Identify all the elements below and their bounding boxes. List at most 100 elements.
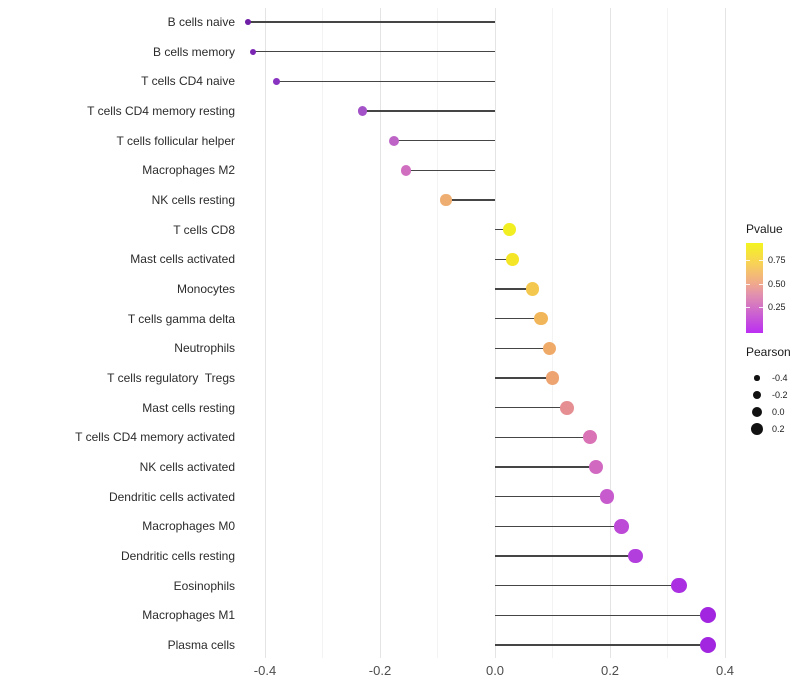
x-tick-label: 0.2 <box>600 663 620 678</box>
pearson-size-label: -0.4 <box>772 373 788 383</box>
colorbar-tick-label: 0.25 <box>768 302 786 313</box>
lollipop-dot <box>273 77 280 85</box>
lollipop-stem <box>495 406 567 409</box>
y-axis-category-label: T cells CD4 memory resting <box>87 103 235 118</box>
lollipop-dot <box>389 135 400 146</box>
lollipop-stem <box>446 199 495 201</box>
x-tick-label: 0.0 <box>485 663 505 678</box>
y-axis-category-label: T cells follicular helper <box>116 133 236 148</box>
y-axis-category-label: T cells regulatory Tregs <box>107 370 235 385</box>
y-axis-category-label: Eosinophils <box>173 578 235 593</box>
minor-gridline <box>667 8 668 658</box>
y-axis-category-label: Dendritic cells resting <box>120 548 235 563</box>
lollipop-dot <box>582 430 597 445</box>
lollipop-stem <box>495 228 510 231</box>
lollipop-stem <box>495 377 553 379</box>
lollipop-dot <box>534 312 548 326</box>
lollipop-stem <box>495 288 533 290</box>
x-tick-label: -0.2 <box>368 663 392 678</box>
lollipop-dot <box>505 252 519 266</box>
lollipop-stem <box>495 347 550 350</box>
y-axis-category-label: B cells memory <box>152 44 235 59</box>
lollipop-dot <box>599 489 615 504</box>
lollipop-stem <box>362 110 495 112</box>
x-tick-label: 0.4 <box>715 663 735 678</box>
pearson-legend-title: Pearson <box>746 345 791 359</box>
y-axis-category-label: Dendritic cells activated <box>108 489 235 504</box>
y-axis-category-label: T cells CD8 <box>173 222 235 237</box>
minor-gridline <box>437 8 438 658</box>
major-gridline <box>609 8 611 658</box>
lollipop-dot <box>244 19 251 25</box>
pearson-size-dot <box>754 375 760 381</box>
lollipop-dot <box>699 607 716 624</box>
y-axis-category-label: Monocytes <box>176 281 235 296</box>
lollipop-dot <box>400 165 412 176</box>
y-axis-category-label: Mast cells resting <box>142 400 235 415</box>
pvalue-legend-title: Pvalue <box>746 222 783 236</box>
pearson-size-dot <box>752 390 762 400</box>
y-axis-category-label: T cells CD4 naive <box>141 74 235 89</box>
colorbar-tick-label: 0.75 <box>768 255 786 266</box>
lollipop-dot <box>250 48 257 55</box>
pvalue-color-legend: Pvalue 0.75 0.50 0.25 <box>740 222 800 333</box>
y-axis-category-label: Macrophages M2 <box>142 163 235 178</box>
lollipop-stem <box>276 80 495 83</box>
colorbar-tick <box>746 260 750 262</box>
lollipop-dot <box>440 194 452 206</box>
lollipop-stem <box>495 525 622 528</box>
lollipop-stem <box>405 169 495 172</box>
y-axis-category-label: Plasma cells <box>167 637 235 652</box>
y-axis-category-label: Macrophages M0 <box>142 519 235 534</box>
y-axis-category-label: Macrophages M1 <box>142 608 235 623</box>
lollipop-stem <box>495 317 541 320</box>
lollipop-dot <box>560 400 574 415</box>
y-axis-category-label: T cells gamma delta <box>127 311 235 326</box>
lollipop-dot <box>545 371 560 385</box>
colorbar-tick <box>759 283 763 285</box>
minor-gridline <box>322 8 323 658</box>
lollipop-stem <box>495 555 636 557</box>
y-axis-category-label: NK cells activated <box>139 459 235 474</box>
colorbar-tick <box>746 283 750 285</box>
lollipop-dot <box>614 519 629 534</box>
lollipop-stem <box>495 644 708 646</box>
pearson-size-dot <box>750 422 764 436</box>
major-gridline <box>494 8 496 658</box>
lollipop-stem <box>247 21 495 23</box>
lollipop-dot <box>588 459 603 475</box>
pearson-size-label: -0.2 <box>772 390 788 400</box>
lollipop-stem <box>495 584 679 587</box>
colorbar-tick <box>759 260 763 262</box>
lollipop-stem <box>495 436 590 439</box>
major-gridline <box>724 8 726 658</box>
y-axis-category-label: Neutrophils <box>174 341 235 356</box>
lollipop-stem <box>495 495 608 498</box>
pvalue-colorbar-gradient <box>746 243 763 333</box>
y-axis-category-label: T cells CD4 memory activated <box>75 430 235 445</box>
lollipop-stem <box>253 50 495 53</box>
pearson-size-label: 0.2 <box>772 424 785 434</box>
colorbar-tick <box>746 307 750 309</box>
pearson-size-dot <box>751 406 763 418</box>
pearson-size-legend: Pearson -0.4 -0.2 0.0 0.2 <box>740 345 800 436</box>
major-gridline <box>264 8 266 658</box>
lollipop-dot <box>699 636 716 653</box>
lollipop-stem <box>495 258 513 261</box>
pearson-size-label: 0.0 <box>772 407 785 417</box>
lollipop-dot <box>628 548 644 564</box>
colorbar-tick-label: 0.50 <box>768 278 786 289</box>
y-axis-category-label: Mast cells activated <box>130 252 235 267</box>
lollipop-dot <box>671 577 687 594</box>
lollipop-stem <box>495 614 708 617</box>
x-tick-label: -0.4 <box>253 663 277 678</box>
lollipop-stem <box>394 139 495 142</box>
minor-gridline <box>552 8 553 658</box>
lollipop-dot <box>542 341 557 356</box>
lollipop-dot <box>358 106 368 116</box>
colorbar-tick <box>759 307 763 309</box>
lollipop-dot <box>503 223 516 236</box>
lollipop-stem <box>495 466 596 468</box>
y-axis-category-label: B cells naive <box>167 15 235 29</box>
